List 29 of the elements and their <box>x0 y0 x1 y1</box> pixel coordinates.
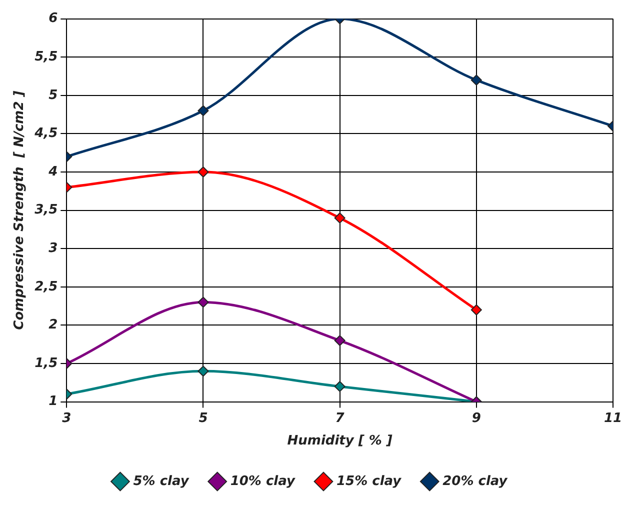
x-tick-label: 11 <box>604 410 622 426</box>
legend-label: 5% clay <box>133 474 190 489</box>
x-tick-label: 9 <box>472 410 481 426</box>
point <box>334 212 346 224</box>
legend-label: 20% clay <box>442 474 508 489</box>
y-tick-label: 4,5 <box>34 126 58 142</box>
y-tick-label: 4 <box>48 164 58 180</box>
point <box>334 380 346 392</box>
point <box>198 366 209 377</box>
x-tick-label: 3 <box>62 410 72 426</box>
y-tick-label: 1 <box>48 394 58 410</box>
y-tick-label: 5 <box>48 88 58 103</box>
y-tick-label: 2 <box>48 318 58 333</box>
legend-label: 15% clay <box>336 474 402 489</box>
y-tick-label: 3 <box>48 240 58 256</box>
y-tick-label: 1,5 <box>34 356 58 371</box>
y-tick-label: 3,5 <box>34 202 58 218</box>
y-tick-label: 2,5 <box>34 279 58 294</box>
point <box>334 335 346 346</box>
point <box>198 166 209 178</box>
x-axis-title: Humidity [ % ] <box>287 434 392 449</box>
point <box>470 304 482 316</box>
legend-label: 10% clay <box>230 474 296 489</box>
x-tick-label: 7 <box>335 410 346 426</box>
x-tick-label: 5 <box>198 410 208 426</box>
point <box>198 296 209 308</box>
y-axis-title: Compressive Strength [ N/cm2 ] <box>12 90 28 330</box>
y-tick-label: 5,5 <box>34 49 58 64</box>
y-tick-label: 6 <box>48 11 58 26</box>
